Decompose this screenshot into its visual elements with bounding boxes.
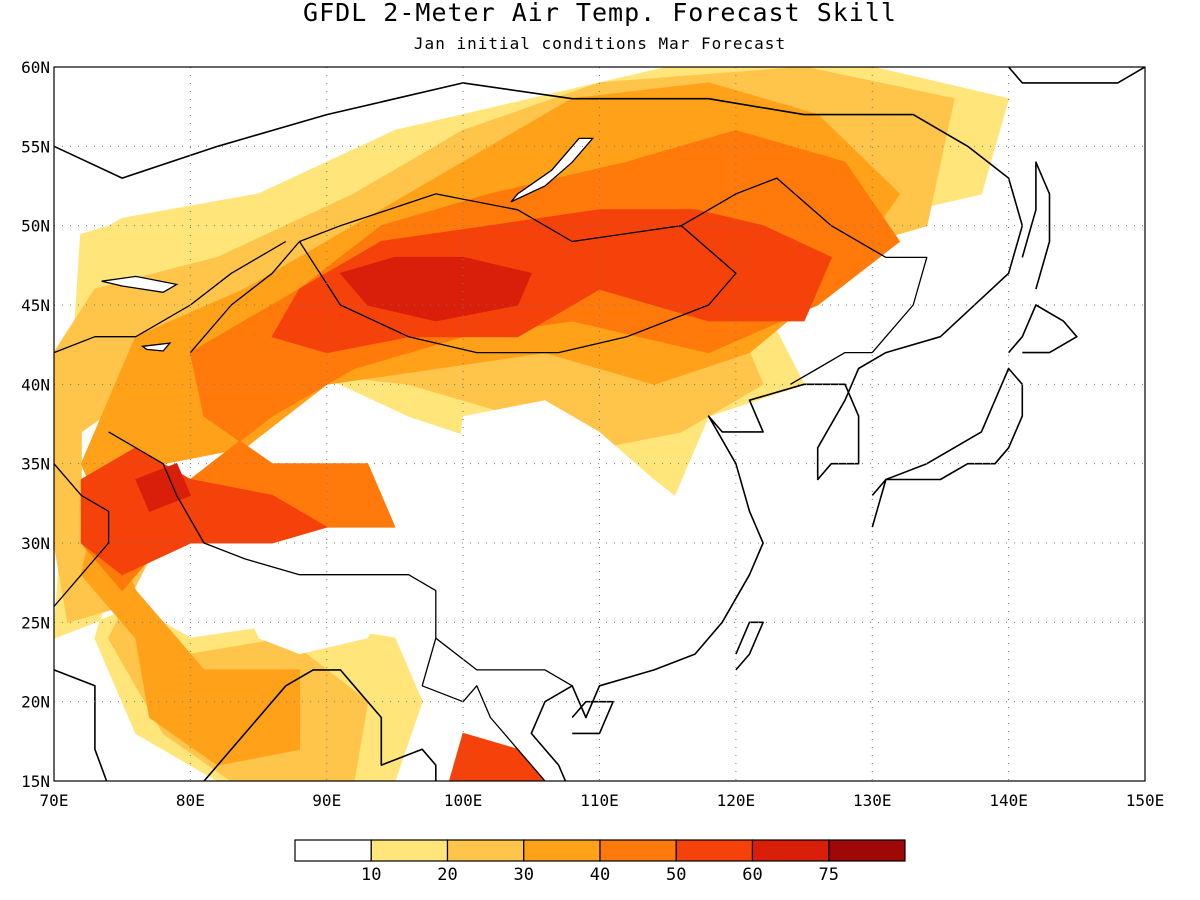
india-pakistan-border [54, 463, 110, 607]
lon-tick-label: 120E [717, 791, 756, 810]
map-frame [53, 66, 1146, 782]
hokkaido-outline [1007, 304, 1078, 354]
issyk-kul-lake [140, 342, 172, 352]
lat-tick-label: 35N [21, 455, 50, 474]
lat-tick-label: 25N [21, 613, 50, 632]
colorbar-swatch [675, 839, 754, 862]
lat-tick-label: 55N [21, 137, 50, 156]
japan-outline [871, 367, 1024, 528]
low-skill-region [244, 590, 395, 655]
lon-tick-label: 100E [444, 791, 483, 810]
chart-title: GFDL 2-Meter Air Temp. Forecast Skill [303, 0, 897, 27]
balkhash-lake [101, 275, 179, 293]
lat-tick-label: 50N [21, 217, 50, 236]
colorbar-label: 50 [666, 865, 686, 885]
korea-border [790, 351, 873, 385]
lat-tick-label: 20N [21, 693, 50, 712]
colorbar-swatch [370, 839, 449, 862]
colorbar-swatch [599, 839, 677, 862]
lat-tick-label: 45N [21, 296, 50, 315]
indochina-borders [421, 638, 546, 781]
colorbar-swatch [828, 839, 906, 862]
colorbar-swatch [523, 839, 601, 862]
sakhalin-outline [1021, 161, 1051, 290]
lon-tick-label: 110E [580, 791, 619, 810]
latitude-labels: 15N 20N 25N 30N 35N 40N 45N 50N 55N 60N [21, 58, 50, 791]
lat-tick-label: 40N [21, 375, 50, 394]
tibet-himalaya-border [108, 431, 573, 687]
coastline-border-layer [54, 67, 1145, 781]
colorbar-label: 75 [819, 865, 839, 885]
longitude-labels: 70E 80E 90E 100E 110E 120E 130E 140E 150E [40, 791, 1165, 810]
lon-tick-label: 90E [312, 791, 341, 810]
skill-region-level-5 [271, 209, 832, 354]
colorbar: 10 20 30 40 50 60 75 [294, 839, 906, 885]
skill-region-level-6 [135, 463, 192, 512]
colorbar-label: 40 [590, 865, 610, 885]
lat-tick-label: 15N [21, 772, 50, 791]
lon-tick-label: 80E [176, 791, 205, 810]
kazakh-border [54, 240, 287, 354]
lon-tick-label: 130E [853, 791, 892, 810]
colorbar-label: 30 [514, 865, 534, 885]
colorbar-label: 10 [361, 865, 381, 885]
colorbar-label: 20 [437, 865, 457, 885]
asia-mainland-coast [54, 82, 1024, 781]
low-skill-region [449, 400, 695, 686]
colorbar-label: 60 [742, 865, 762, 885]
mongolia-border [298, 193, 737, 354]
colorbar-swatch [751, 839, 830, 862]
skill-shading [54, 67, 1145, 781]
lon-tick-label: 140E [989, 791, 1028, 810]
baikal-lake [510, 137, 595, 203]
skill-region-level-5 [448, 732, 546, 781]
low-skill-region [54, 67, 300, 242]
lon-tick-label: 70E [40, 791, 69, 810]
lat-tick-label: 60N [21, 58, 50, 77]
china-northeast-border [680, 177, 928, 354]
taiwan-outline [735, 621, 764, 671]
chart-subtitle: Jan initial conditions Mar Forecast [413, 34, 787, 53]
colorbar-swatch [294, 839, 372, 862]
lat-tick-label: 30N [21, 534, 50, 553]
china-north-border [189, 241, 300, 354]
hainan-outline [571, 700, 614, 735]
lon-tick-label: 150E [1126, 791, 1165, 810]
skill-region-level-6 [339, 256, 532, 322]
colorbar-swatch [446, 839, 525, 862]
kamchatka-outline [1007, 67, 1145, 84]
